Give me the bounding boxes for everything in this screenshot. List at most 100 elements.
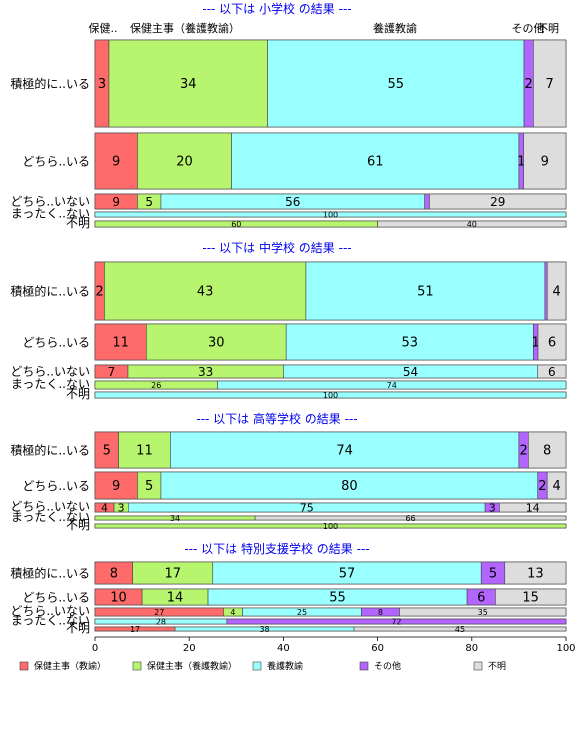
bar-segment-2-0-4 (528, 431, 567, 469)
row-label-2-1: どちら..いる (22, 479, 90, 493)
data-label-2-0-3: 2 (519, 444, 527, 459)
bar-segment-1-0-3 (544, 261, 548, 321)
legend-swatch-0 (19, 661, 29, 671)
bar-segment-1-3-2 (217, 380, 567, 390)
data-label-0-2-4: 29 (490, 195, 505, 209)
data-label-2-2-2: 75 (300, 501, 314, 514)
bar-segment-2-1-0 (94, 471, 138, 500)
data-label-1-2-0: 7 (108, 365, 116, 379)
row-label-2-2: どちら..いない (10, 499, 90, 513)
data-label-3-2-3: 8 (378, 608, 383, 617)
x-tick-label-3: 60 (371, 643, 384, 654)
data-label-3-0-0: 8 (110, 567, 118, 582)
legend-label-1: 保健主事（養護教諭） (147, 660, 237, 672)
bar-segment-0-1-0 (94, 132, 138, 190)
column-header-4: 不明 (537, 22, 559, 35)
data-label-1-2-1: 33 (198, 365, 213, 379)
data-label-3-1-0: 10 (110, 591, 127, 606)
legend-swatch-3 (359, 661, 369, 671)
legend-swatch-2 (252, 661, 262, 671)
data-label-2-1-0: 9 (112, 479, 120, 494)
data-label-2-0-2: 74 (336, 444, 353, 459)
data-label-1-1-1: 30 (208, 336, 225, 351)
data-label-1-0-4: 4 (552, 285, 560, 300)
data-label-2-3-4: 66 (405, 514, 415, 523)
x-tick-label-5: 100 (556, 643, 575, 654)
data-label-1-4-2: 100 (323, 391, 338, 400)
bar-segment-1-1-0 (94, 323, 147, 361)
data-label-0-1-1: 20 (176, 155, 193, 170)
data-label-0-1-0: 9 (112, 155, 120, 170)
data-label-3-1-2: 55 (329, 591, 346, 606)
legend-label-2: 養護教諭 (267, 660, 303, 672)
data-label-3-0-2: 57 (339, 567, 356, 582)
data-label-1-0-0: 2 (96, 285, 104, 300)
bar-segment-0-2-3 (424, 193, 430, 210)
data-label-2-1-3: 2 (538, 479, 546, 494)
row-label-2-3: まったく..ない (11, 510, 90, 524)
bar-segment-1-1-4 (537, 323, 567, 361)
bar-segment-1-1-1 (145, 323, 287, 361)
data-label-1-1-0: 11 (112, 336, 129, 351)
bar-segment-0-4-4 (377, 220, 567, 228)
data-label-0-2-0: 9 (112, 195, 120, 209)
row-label-0-3: まったく..ない (11, 206, 90, 220)
bar-segment-1-2-4 (537, 364, 567, 379)
data-label-0-0-4: 7 (546, 77, 554, 92)
bar-segment-3-3-3 (226, 618, 567, 625)
data-label-3-1-3: 6 (477, 591, 485, 606)
column-header-3: その他 (512, 22, 545, 35)
data-label-1-1-4: 6 (548, 336, 556, 351)
data-label-2-1-4: 4 (552, 479, 560, 494)
row-label-0-2: どちら..いない (10, 194, 90, 208)
data-label-0-2-2: 56 (285, 195, 300, 209)
bar-segment-2-0-2 (170, 431, 520, 469)
bar-segment-2-4-1 (94, 523, 567, 529)
x-tick-label-0: 0 (92, 643, 98, 654)
bar-segment-0-1-2 (231, 132, 520, 190)
row-label-2-4: 不明 (66, 518, 90, 532)
legend-label-3: その他 (374, 660, 401, 672)
data-label-2-2-0: 4 (101, 501, 108, 514)
bar-segment-0-3-2 (94, 211, 567, 218)
row-label-1-2: どちら..いない (10, 364, 90, 378)
row-label-2-0: 積極的に..いる (10, 442, 90, 457)
data-label-0-0-3: 2 (525, 77, 533, 92)
data-label-2-2-1: 3 (118, 501, 125, 514)
bar-segment-2-3-4 (254, 515, 567, 521)
row-label-3-1: どちら..いる (22, 590, 90, 604)
data-label-2-2-4: 14 (526, 501, 540, 514)
data-label-0-1-2: 61 (367, 155, 384, 170)
row-label-3-2: どちら..いない (10, 604, 90, 618)
row-label-1-4: 不明 (66, 387, 90, 401)
bar-segment-0-2-4 (429, 193, 567, 210)
legend-swatch-1 (132, 661, 142, 671)
data-label-1-1-3: 1 (532, 336, 540, 351)
data-label-0-0-2: 55 (388, 77, 405, 92)
x-tick-label-2: 40 (277, 643, 290, 654)
data-label-2-2-3: 3 (489, 501, 496, 514)
data-label-1-2-2: 54 (403, 365, 418, 379)
legend-swatch-4 (473, 661, 483, 671)
bar-segment-0-1-1 (137, 132, 232, 190)
data-label-1-3-1: 26 (151, 381, 161, 390)
data-label-3-2-0: 27 (154, 608, 164, 617)
data-label-1-0-2: 51 (417, 285, 434, 300)
bar-segment-1-0-2 (305, 261, 546, 321)
row-label-3-3: まったく..ない (11, 613, 90, 627)
data-label-0-3-2: 100 (323, 210, 338, 219)
bar-segment-0-1-4 (523, 132, 567, 190)
data-label-0-4-4: 40 (467, 220, 477, 229)
row-label-3-4: 不明 (66, 621, 90, 635)
data-label-0-4-1: 60 (231, 220, 241, 229)
data-label-1-0-1: 43 (197, 285, 214, 300)
row-label-1-0: 積極的に..いる (10, 283, 90, 298)
panel-title-1: --- 以下は 中学校 の結果 --- (202, 240, 351, 255)
data-label-0-1-4: 9 (541, 155, 549, 170)
bar-segment-1-4-2 (94, 391, 567, 399)
row-label-0-1: どちら..いる (22, 154, 90, 168)
column-header-1: 保健主事（養護教諭） (130, 21, 240, 35)
bar-segment-2-2-4 (499, 502, 567, 513)
bar-segment-1-1-2 (285, 323, 534, 361)
